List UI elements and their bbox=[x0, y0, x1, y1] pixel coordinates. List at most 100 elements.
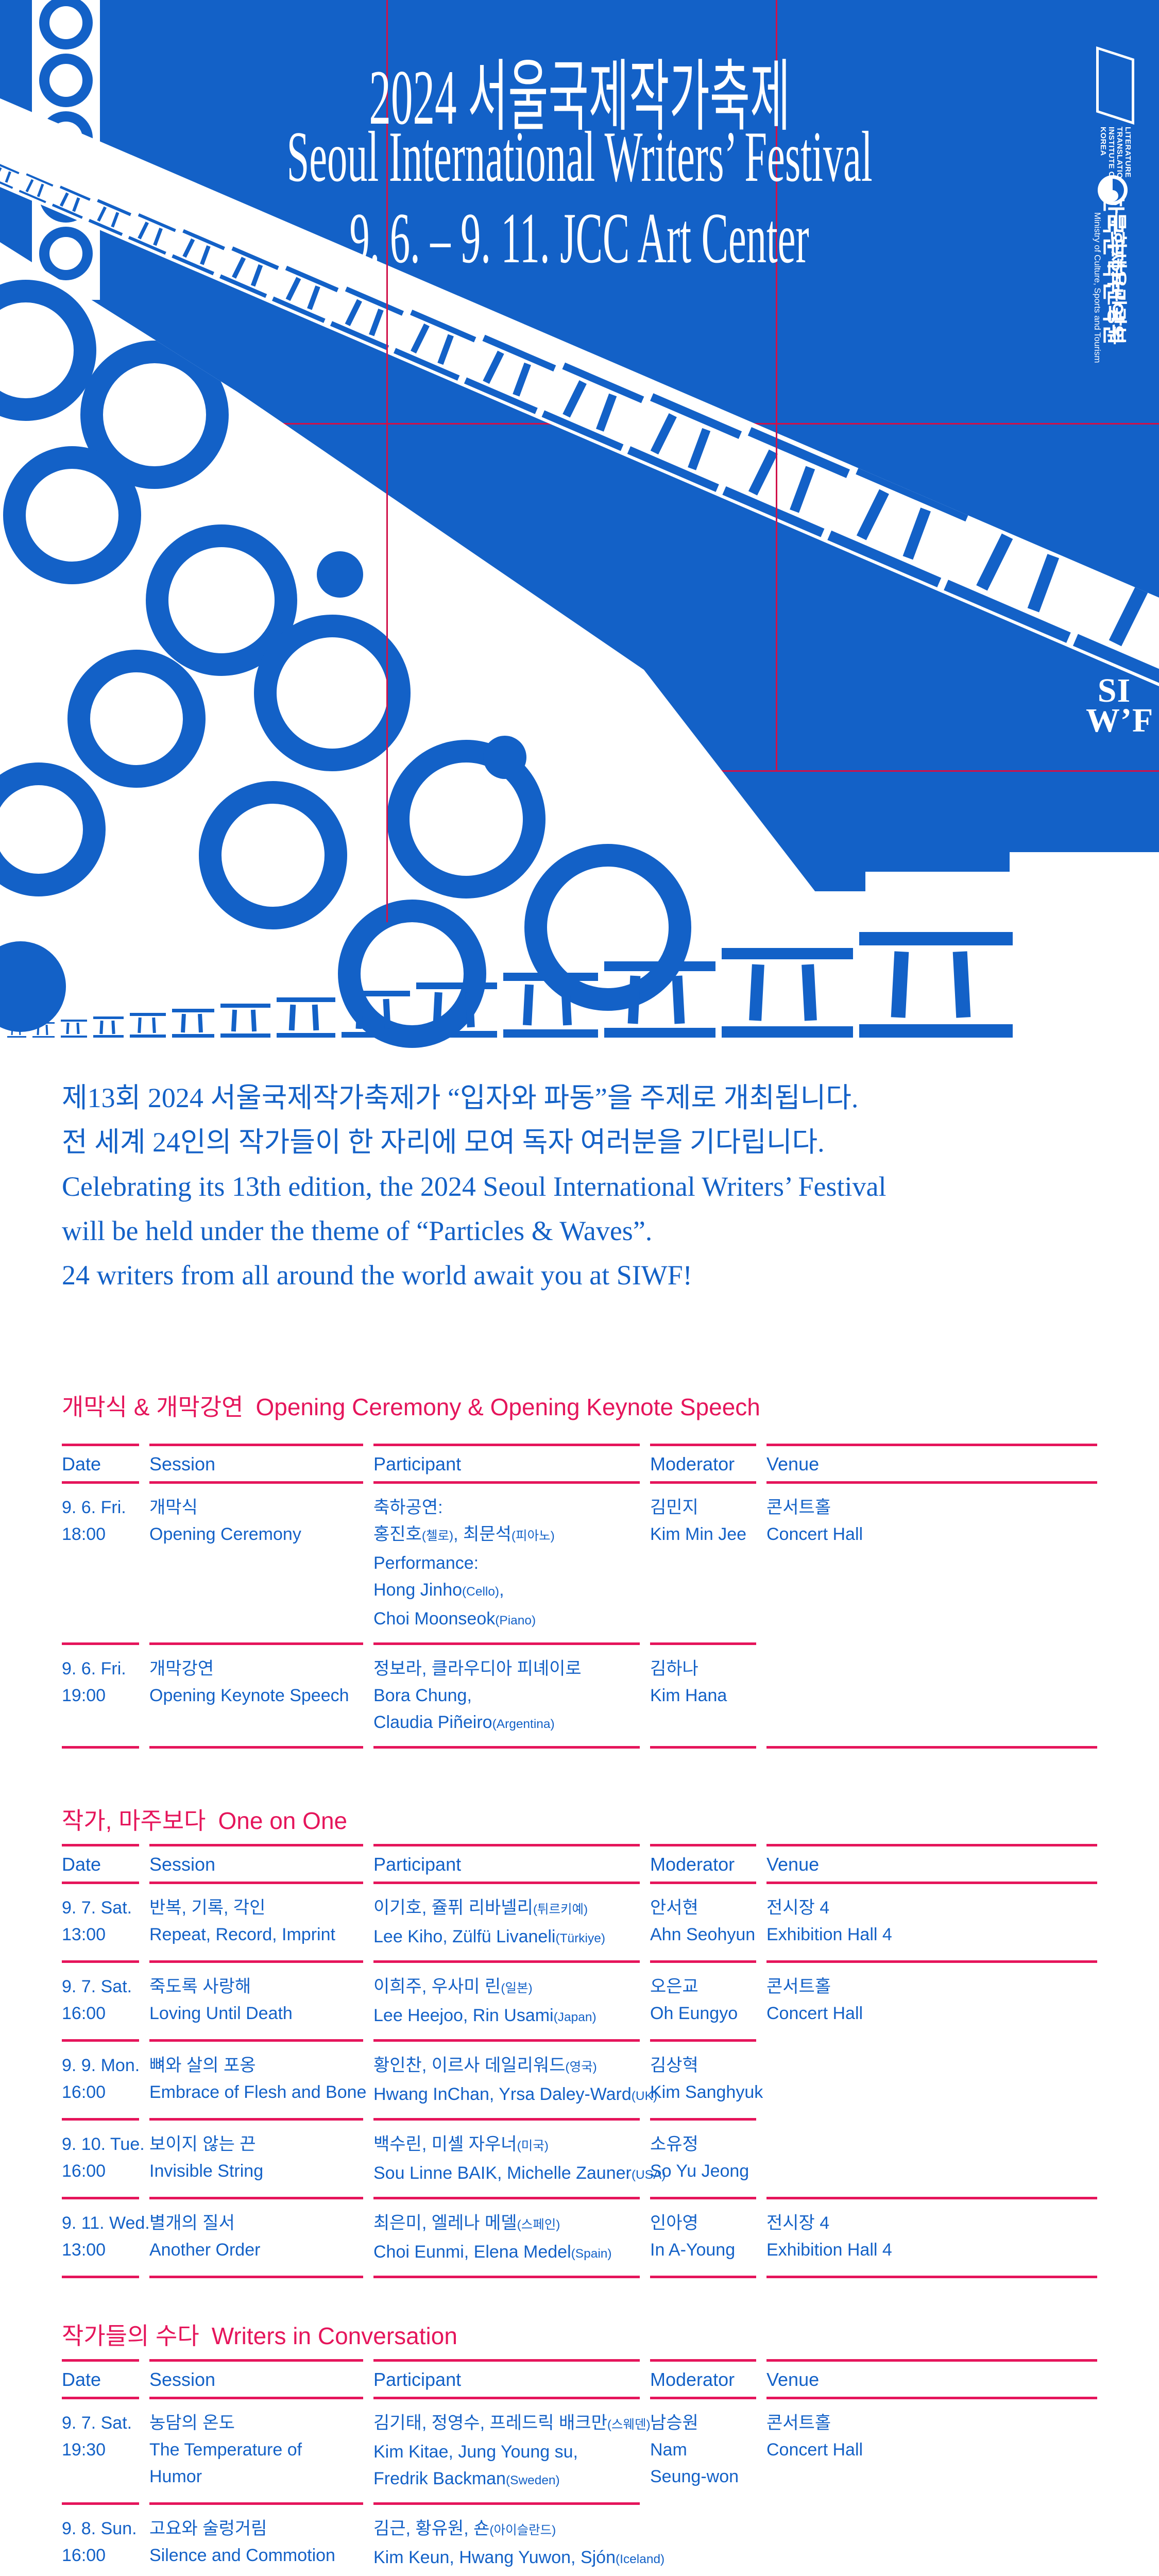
cell-line: 9. 6. Fri. bbox=[62, 1659, 126, 1679]
table-row: 9. 7. Sat. 16:00 죽도록 사랑해 Loving Until Death… bbox=[62, 1960, 1097, 2039]
table-cell: 9. 11. Wed. 13:00 bbox=[62, 2197, 150, 2276]
table-cell: 콘서트홀 Concert Hall bbox=[766, 1960, 1097, 2039]
pieup-glyph bbox=[604, 961, 716, 1038]
table-cell: 정보라, 클라우디아 피녜이로 Bora Chung, Claudia Piñeir… bbox=[373, 1642, 640, 1746]
table-cell bbox=[766, 2118, 1097, 2197]
cell-line: 백수린, 미셸 자우너(미국) bbox=[373, 2134, 549, 2154]
pieup-glyph bbox=[32, 1022, 55, 1038]
pieup-glyph bbox=[341, 990, 410, 1038]
cell-line: Humor bbox=[149, 2467, 202, 2486]
table-cell: 전시장 4 Exhibition Hall 4 bbox=[766, 1882, 1097, 1960]
cell-line: The Temperature of bbox=[149, 2440, 302, 2460]
cell-line: Concert Hall bbox=[766, 2440, 863, 2460]
rule-segment bbox=[650, 2276, 756, 2278]
cell-line: 최은미, 엘레나 메델(스페인) bbox=[373, 2213, 560, 2233]
cell-line: Hong Jinho(Cello), bbox=[373, 1580, 504, 1600]
pieup-glyph bbox=[60, 1020, 87, 1038]
table-cell: 김하나 Kim Hana bbox=[650, 1642, 756, 1746]
column-header: Moderator bbox=[650, 1444, 756, 1481]
table-cell: 최은미, 엘레나 메델(스페인) Choi Eunmi, Elena Medel(… bbox=[373, 2197, 640, 2276]
cell-line: 김근, 황유원, 숀(아이슬란드) bbox=[373, 2519, 556, 2538]
table-row: 9. 7. Sat. 13:00 반복, 기록, 각인 Repeat, Record,… bbox=[62, 1882, 1097, 1960]
cell-line: 9. 8. Sun. bbox=[62, 2519, 137, 2538]
cell-line: 18:00 bbox=[62, 1524, 106, 1544]
cell-line: 인아영 bbox=[650, 2213, 698, 2233]
table-cell bbox=[766, 2039, 1097, 2118]
column-header: Participant bbox=[373, 1444, 640, 1481]
cell-line: Kim Kitae, Jung Young su, bbox=[373, 2442, 578, 2462]
cell-line: 개막강연 bbox=[149, 1659, 214, 1679]
column-header: Date bbox=[62, 1444, 139, 1481]
cell-line: Kim Keun, Hwang Yuwon, Sjón(Iceland) bbox=[373, 2548, 665, 2567]
table-body: 9. 7. Sat. 13:00 반복, 기록, 각인 Repeat, Record,… bbox=[62, 1882, 1097, 2276]
table-cell: 보이지 않는 끈 Invisible String bbox=[149, 2118, 363, 2197]
cell-line: Hwang InChan, Yrsa Daley-Ward(UK) bbox=[373, 2084, 658, 2104]
table-row: 9. 11. Wed. 13:00 별개의 질서 Another Order 최은미, … bbox=[62, 2197, 1097, 2276]
table-row: 9. 6. Fri. 19:00 개막강연 Opening Keynote Speec… bbox=[62, 1642, 1097, 1746]
table-body: 9. 7. Sat. 19:30 농담의 온도 The Temperature of H… bbox=[62, 2397, 1097, 2576]
pieup-glyph bbox=[172, 1008, 215, 1038]
rule-segment bbox=[373, 2276, 640, 2278]
cell-line: Kim Sanghyuk bbox=[650, 2082, 763, 2102]
cell-line: 16:00 bbox=[62, 2546, 106, 2565]
column-header: Moderator bbox=[650, 2359, 756, 2397]
cell-line: Nam bbox=[650, 2440, 687, 2460]
column-header: Session bbox=[149, 2359, 363, 2397]
pieup-glyph bbox=[7, 1024, 26, 1038]
cell-line: Kim Hana bbox=[650, 1686, 727, 1705]
cell-line: Embrace of Flesh and Bone bbox=[149, 2082, 367, 2102]
cell-line: Lee Heejoo, Rin Usami(Japan) bbox=[373, 2006, 596, 2025]
intro-paragraph: 제13회 2024 서울국제작가축제가 “입자와 파동”을 주제로 개최됩니다.… bbox=[62, 1076, 887, 1297]
section-title: 작가, 마주보다 One on One bbox=[62, 1805, 1097, 1837]
cell-line: Seung-won bbox=[650, 2467, 739, 2486]
table-cell: 별개의 질서 Another Order bbox=[149, 2197, 363, 2276]
table-cell: 9. 7. Sat. 19:30 bbox=[62, 2397, 139, 2502]
cell-line: Lee Kiho, Zülfü Livaneli(Türkiye) bbox=[373, 1927, 605, 1946]
cell-line: 뼈와 살의 포옹 bbox=[149, 2056, 256, 2075]
pieup-glyph bbox=[93, 1016, 124, 1038]
cell-line: Loving Until Death bbox=[149, 2004, 293, 2023]
intro-line: 전 세계 24인의 작가들이 한 자리에 모여 독자 여러분을 기다립니다. bbox=[62, 1127, 825, 1158]
table-cell: 이희주, 우사미 린(일본) Lee Heejoo, Rin Usami(Japa… bbox=[373, 1960, 640, 2039]
cell-line: 오은교 bbox=[650, 1977, 698, 1996]
cell-line: 전시장 4 bbox=[766, 1898, 830, 1918]
table-cell: 9. 8. Sun. 16:00 bbox=[62, 2502, 139, 2576]
section-title-english: One on One bbox=[218, 1807, 348, 1834]
cell-line: 콘서트홀 bbox=[766, 1977, 831, 1996]
program-section: 작가들의 수다 Writers in Conversation Date Sessio… bbox=[62, 2320, 1097, 2576]
schedule-table: Date Session Participant Moderator Venue 9. 6… bbox=[62, 1444, 1097, 1749]
table-bottom-rule bbox=[62, 2276, 1097, 2278]
cell-line: Performance: bbox=[373, 1553, 479, 1573]
rule-segment bbox=[149, 1746, 363, 1749]
grid-hairline-vertical bbox=[776, 0, 777, 771]
cell-line: 9. 6. Fri. bbox=[62, 1498, 126, 1517]
cell-line: 반복, 기록, 각인 bbox=[149, 1898, 266, 1918]
cell-line: 안서현 bbox=[650, 1898, 698, 1918]
column-header: Date bbox=[62, 1844, 139, 1882]
cell-line: Opening Ceremony bbox=[149, 1524, 301, 1544]
cell-line: 황인찬, 이르사 데일리워드(영국) bbox=[373, 2056, 597, 2075]
table-cell: 9. 10. Tue. 16:00 bbox=[62, 2118, 145, 2197]
column-header: Session bbox=[149, 1844, 363, 1882]
section-title-english: Writers in Conversation bbox=[211, 2323, 457, 2349]
cell-line: 이기호, 쥴퓌 리바넬리(튀르키예) bbox=[373, 1898, 588, 1918]
cell-line: 축하공연: bbox=[373, 1498, 443, 1517]
table-cell bbox=[766, 1642, 1097, 1746]
cell-line: 소유정 bbox=[650, 2134, 698, 2154]
pieup-glyph bbox=[722, 947, 853, 1038]
cell-line: Repeat, Record, Imprint bbox=[149, 1925, 335, 1944]
table-cell bbox=[766, 2502, 1097, 2576]
intro-line: Celebrating its 13th edition, the 2024 S… bbox=[62, 1171, 887, 1202]
table-header-row: Date Session Participant Moderator Venue bbox=[62, 1444, 1097, 1481]
table-cell: 콘서트홀 Concert Hall bbox=[766, 1481, 1097, 1642]
cell-line: Fredrik Backman(Sweden) bbox=[373, 2469, 560, 2488]
cell-line: 죽도록 사랑해 bbox=[149, 1977, 251, 1996]
column-header: Venue bbox=[766, 1444, 1097, 1481]
table-cell: 김민지 Kim Min Jee bbox=[650, 1481, 756, 1642]
pieup-glyph bbox=[130, 1013, 166, 1038]
cell-line: 16:00 bbox=[62, 2161, 106, 2181]
table-cell: 고요와 술렁거림 Silence and Commotion bbox=[149, 2502, 363, 2576]
column-header: Participant bbox=[373, 2359, 640, 2397]
siwf-monogram-logo: SI W’F bbox=[1086, 672, 1154, 739]
